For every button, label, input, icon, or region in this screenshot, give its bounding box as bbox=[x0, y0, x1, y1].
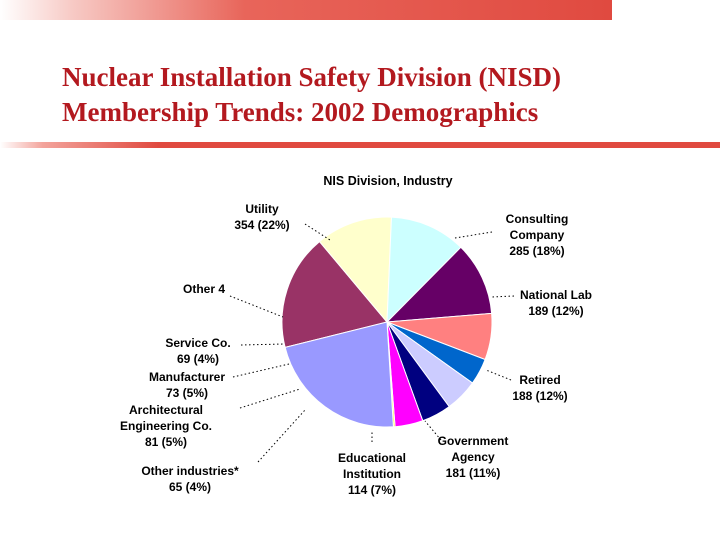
slice-label-line: Government bbox=[438, 434, 509, 448]
slice-label: National Lab 189 (12%) bbox=[520, 288, 592, 318]
slice-label: Manufacturer 73 (5%) bbox=[149, 370, 225, 400]
leader-line bbox=[257, 409, 306, 463]
slice-label: Other industries* 65 (4%) bbox=[141, 464, 239, 494]
slice-label-line: Institution bbox=[343, 467, 401, 481]
slice-label: Retired 188 (12%) bbox=[512, 373, 567, 403]
slice-label-line: Other industries* bbox=[141, 464, 239, 478]
leader-line bbox=[304, 223, 331, 241]
title-line-2: Membership Trends: 2002 Demographics bbox=[62, 97, 539, 127]
slice-label-line: 189 (12%) bbox=[528, 304, 583, 318]
slice-label-line: Other 4 bbox=[183, 282, 225, 296]
slice-label-line: Retired bbox=[519, 373, 560, 387]
slice-label-line: 81 (5%) bbox=[145, 435, 187, 449]
top-accent-bar bbox=[0, 0, 612, 20]
leader-line bbox=[485, 369, 512, 381]
leader-lines bbox=[229, 223, 515, 463]
slice-label-line: 188 (12%) bbox=[512, 389, 567, 403]
title-line-1: Nuclear Installation Safety Division (NI… bbox=[62, 62, 562, 92]
pie-slice bbox=[284, 321, 394, 428]
slice-label-line: 285 (18%) bbox=[509, 244, 564, 258]
leader-line bbox=[491, 295, 515, 298]
slice-label: Government Agency 181 (11%) bbox=[438, 434, 509, 480]
leader-line bbox=[239, 388, 301, 409]
leader-line bbox=[229, 295, 284, 318]
slice-label-line: Service Co. bbox=[165, 336, 230, 350]
slice-label-line: 181 (11%) bbox=[446, 466, 501, 480]
slice-label-line: 65 (4%) bbox=[169, 480, 211, 494]
slice-label-line: Utility bbox=[245, 202, 279, 216]
slice-label-line: Engineering Co. bbox=[120, 419, 212, 433]
slice-label-line: 114 (7%) bbox=[348, 483, 396, 497]
slide-title: Nuclear Installation Safety Division (NI… bbox=[62, 60, 702, 130]
slice-label-line: Agency bbox=[451, 450, 495, 464]
title-divider bbox=[0, 142, 720, 148]
pie-slices bbox=[281, 216, 493, 428]
slice-label: Other 4 bbox=[183, 282, 225, 296]
slice-label: Utility 354 (22%) bbox=[234, 202, 289, 232]
slice-label-line: 69 (4%) bbox=[177, 352, 219, 366]
chart-title: NIS Division, Industry bbox=[323, 174, 452, 188]
slice-label-line: Educational bbox=[338, 451, 406, 465]
slice-label-line: Company bbox=[510, 228, 565, 242]
pie-slice bbox=[281, 240, 388, 349]
slice-label: Consulting Company 285 (18%) bbox=[506, 212, 569, 258]
pie-slice bbox=[386, 216, 462, 324]
slice-label-line: Architectural bbox=[129, 403, 203, 417]
pie-slice bbox=[318, 216, 393, 324]
leader-line bbox=[240, 343, 285, 346]
leader-line bbox=[232, 363, 290, 378]
slice-label: Service Co. 69 (4%) bbox=[165, 336, 230, 366]
slice-label: Architectural Engineering Co. 81 (5%) bbox=[120, 403, 212, 449]
slice-label-line: Consulting bbox=[506, 212, 569, 226]
slice-labels: Consulting Company 285 (18%) National Lab 18… bbox=[120, 202, 592, 497]
leader-line bbox=[454, 231, 493, 239]
slice-label-line: 354 (22%) bbox=[234, 218, 289, 232]
slice-label-line: Manufacturer bbox=[149, 370, 225, 384]
slice-label-line: National Lab bbox=[520, 288, 592, 302]
pie-slice bbox=[385, 246, 493, 323]
leader-line bbox=[424, 420, 442, 441]
slice-label: Educational Institution 114 (7%) bbox=[338, 451, 406, 497]
slice-label-line: 73 (5%) bbox=[166, 386, 208, 400]
